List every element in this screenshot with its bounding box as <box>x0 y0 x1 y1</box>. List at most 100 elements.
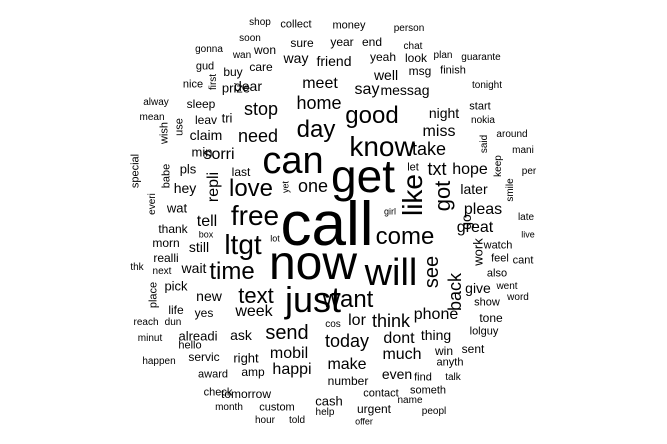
word: week <box>235 303 273 320</box>
word: now <box>268 237 358 290</box>
word: work <box>470 238 486 266</box>
word: ltgt <box>224 229 262 260</box>
word: give <box>465 280 491 296</box>
word: new <box>196 288 222 304</box>
word: shop <box>249 17 271 28</box>
word: hope <box>452 161 488 178</box>
word: reach <box>133 317 159 328</box>
word: ask <box>230 327 252 343</box>
word: claim <box>189 127 223 143</box>
word: anyth <box>436 356 464 369</box>
word: leav <box>194 113 218 127</box>
word: said <box>479 134 490 154</box>
word: take <box>411 139 447 159</box>
word: repli <box>205 171 222 203</box>
word: live <box>521 229 535 240</box>
word: good <box>345 102 399 129</box>
word: show <box>474 296 500 309</box>
word: phone <box>413 306 459 323</box>
word: girl <box>383 206 397 217</box>
word: end <box>361 35 383 49</box>
word: cash <box>315 393 343 409</box>
word: chat <box>403 41 423 52</box>
word: pls <box>179 161 197 177</box>
word: way <box>283 50 309 66</box>
word: yet <box>280 180 291 194</box>
word: someth <box>409 384 447 397</box>
word: keep <box>493 155 504 177</box>
word: hello <box>178 339 202 352</box>
word: smile <box>505 178 516 202</box>
word: time <box>209 258 255 285</box>
word: great <box>456 219 494 236</box>
word: look <box>404 51 428 65</box>
word: morn <box>152 236 180 250</box>
word: will <box>364 252 418 294</box>
word: meet <box>302 75 338 92</box>
word: peopl <box>421 406 447 417</box>
word: gud <box>195 60 215 73</box>
word: collect <box>280 18 312 31</box>
word: later <box>460 181 488 197</box>
word: nice <box>182 78 204 91</box>
word: yes <box>194 306 214 320</box>
word: late <box>517 212 535 223</box>
word: dont <box>383 330 415 347</box>
word: day <box>296 116 336 143</box>
word: plan <box>433 50 453 61</box>
word: person <box>393 23 425 34</box>
word: well <box>373 67 399 83</box>
word: box <box>198 229 214 240</box>
word: much <box>382 346 422 363</box>
word: babe <box>160 163 173 189</box>
word: award <box>198 368 228 381</box>
word: year <box>330 35 354 49</box>
word: thank <box>158 222 188 236</box>
word: buy <box>223 65 243 79</box>
word: win <box>434 344 454 358</box>
word: min <box>191 144 213 160</box>
word: wan <box>232 50 252 61</box>
word: thing <box>420 327 452 343</box>
word: start <box>469 100 491 113</box>
word: realli <box>153 251 179 265</box>
word: lor <box>348 312 366 329</box>
word: say <box>354 81 380 98</box>
word: tri <box>221 110 233 126</box>
word: lot <box>270 233 280 244</box>
word: happen <box>142 356 176 367</box>
word: tell <box>196 213 218 230</box>
word: use <box>173 118 186 136</box>
word: first <box>208 73 219 91</box>
word: friend <box>316 53 352 69</box>
word: think <box>371 311 411 331</box>
word: went <box>496 281 518 292</box>
word: nokia <box>471 115 495 126</box>
word: soon <box>239 33 261 44</box>
word: just <box>284 279 342 320</box>
word: make <box>327 356 367 373</box>
word: amp <box>241 365 265 379</box>
word: today <box>324 331 370 351</box>
word: happi <box>272 361 312 378</box>
word: guarante <box>461 52 501 63</box>
word: cos <box>325 319 341 330</box>
word: money <box>332 19 366 32</box>
word: prize <box>221 80 251 96</box>
word: talk <box>445 372 461 383</box>
word: let <box>407 161 419 174</box>
word: also <box>486 267 508 280</box>
word: life <box>168 303 184 317</box>
word: check <box>203 386 233 399</box>
word: finish <box>440 64 466 77</box>
word: know <box>349 131 415 162</box>
word: wait <box>181 260 207 276</box>
word: servic <box>188 350 220 364</box>
word: want <box>322 286 374 313</box>
word: alway <box>143 97 169 108</box>
word: text <box>238 283 274 308</box>
word: got <box>430 180 455 212</box>
word: offer <box>355 416 373 427</box>
word: everi <box>147 193 158 215</box>
word: watch <box>483 239 513 252</box>
